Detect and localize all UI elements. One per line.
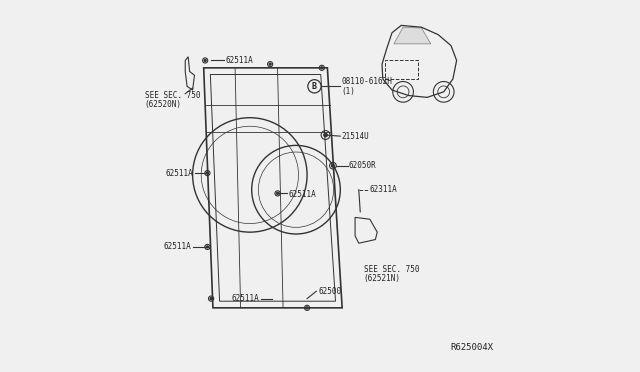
Text: 21514U: 21514U bbox=[341, 132, 369, 141]
Text: 62050R: 62050R bbox=[349, 161, 376, 170]
Circle shape bbox=[324, 133, 328, 137]
Text: SEE SEC. 750: SEE SEC. 750 bbox=[364, 264, 419, 273]
Text: (62520N): (62520N) bbox=[145, 100, 182, 109]
Text: 62511A: 62511A bbox=[289, 190, 316, 199]
Text: 62311A: 62311A bbox=[369, 185, 397, 194]
Circle shape bbox=[332, 164, 334, 167]
Circle shape bbox=[206, 246, 209, 248]
Text: 62511A: 62511A bbox=[226, 56, 253, 65]
Text: 62511A: 62511A bbox=[166, 169, 193, 177]
Circle shape bbox=[321, 67, 323, 69]
Circle shape bbox=[204, 60, 206, 62]
Text: 62500: 62500 bbox=[318, 288, 341, 296]
Text: R625004X: R625004X bbox=[451, 343, 493, 352]
Text: 62511A: 62511A bbox=[163, 243, 191, 251]
Polygon shape bbox=[394, 27, 431, 44]
Circle shape bbox=[269, 63, 271, 65]
Circle shape bbox=[276, 192, 278, 195]
Circle shape bbox=[206, 172, 209, 174]
Text: 08110-6162H
(1): 08110-6162H (1) bbox=[341, 77, 392, 96]
Text: B: B bbox=[312, 82, 317, 91]
Circle shape bbox=[210, 298, 212, 300]
Circle shape bbox=[306, 307, 308, 309]
Text: (62521N): (62521N) bbox=[364, 274, 401, 283]
Text: 62511A: 62511A bbox=[231, 294, 259, 303]
Text: SEE SEC. 750: SEE SEC. 750 bbox=[145, 91, 200, 100]
